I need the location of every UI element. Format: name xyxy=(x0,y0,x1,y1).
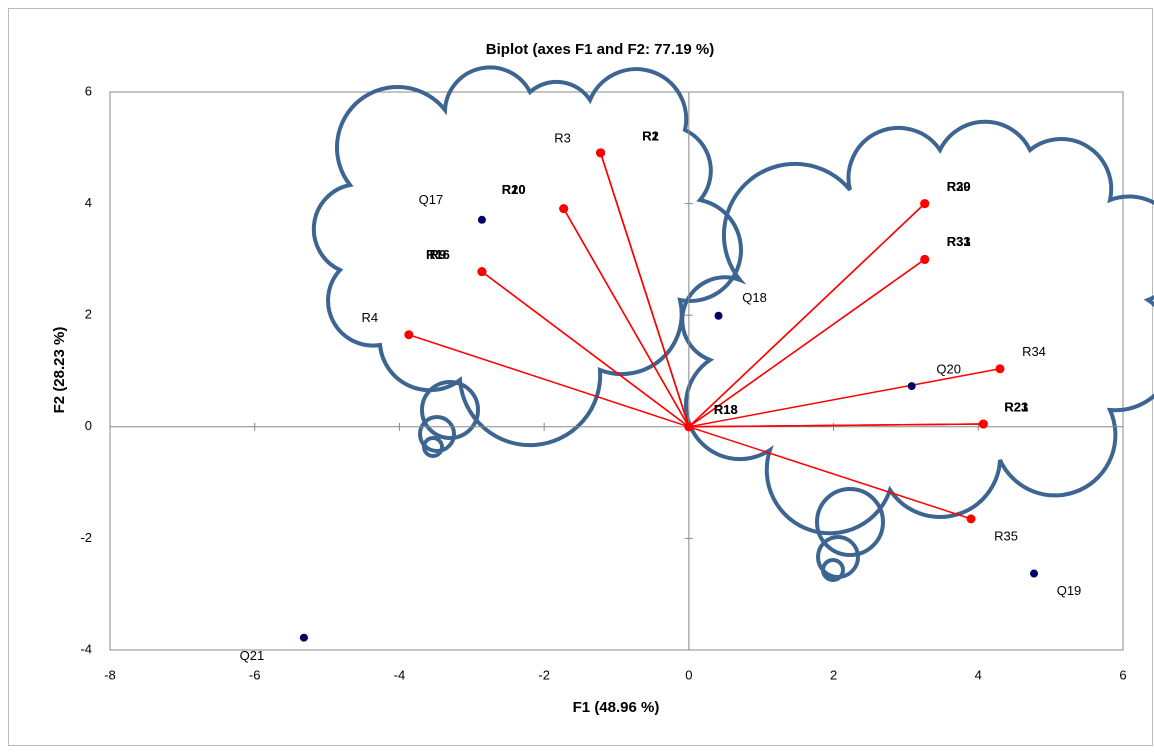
y-tick-label: 6 xyxy=(85,83,92,98)
variable-label: R23 xyxy=(1004,399,1028,414)
observation-point xyxy=(300,634,308,642)
variable-point xyxy=(559,204,568,213)
variable-label: R3 xyxy=(554,130,571,145)
variable-label: R9 xyxy=(430,247,447,262)
variable-point xyxy=(477,267,486,276)
variable-point xyxy=(979,420,988,429)
variable-label: R2 xyxy=(642,128,659,143)
observation-label: Q17 xyxy=(419,192,444,207)
variable-label: R33 xyxy=(947,234,971,249)
x-tick-label: 2 xyxy=(830,667,837,682)
observation-point xyxy=(908,382,916,390)
x-tick-label: 4 xyxy=(975,667,982,682)
chart-title: Biplot (axes F1 and F2: 77.19 %) xyxy=(486,41,714,58)
x-axis-label: F1 (48.96 %) xyxy=(573,699,660,716)
variable-point xyxy=(404,330,413,339)
observation-point xyxy=(478,216,486,224)
x-tick-label: -8 xyxy=(104,667,116,682)
variable-label: R34 xyxy=(1022,344,1046,359)
chart-frame xyxy=(9,9,1153,746)
observation-point xyxy=(715,312,723,320)
x-tick-label: 6 xyxy=(1119,667,1126,682)
y-tick-label: 4 xyxy=(85,195,92,210)
variable-point xyxy=(596,148,605,157)
observation-point xyxy=(1030,570,1038,578)
variable-label: R4 xyxy=(362,310,379,325)
variable-label: R20 xyxy=(502,182,526,197)
observation-label: Q19 xyxy=(1057,583,1082,598)
variable-point xyxy=(967,514,976,523)
x-tick-label: -2 xyxy=(538,667,550,682)
variable-point xyxy=(920,199,929,208)
variable-point xyxy=(684,422,693,431)
y-tick-label: -4 xyxy=(80,641,92,656)
variable-label: R35 xyxy=(994,528,1018,543)
observation-label: Q21 xyxy=(240,648,265,663)
observation-label: Q20 xyxy=(936,362,961,377)
variable-label: R30 xyxy=(947,179,971,194)
y-tick-label: 0 xyxy=(85,418,92,433)
y-tick-label: -2 xyxy=(80,530,92,545)
variable-point xyxy=(995,364,1004,373)
variable-label: R18 xyxy=(714,402,738,417)
observation-label: Q18 xyxy=(742,290,767,305)
y-tick-label: 2 xyxy=(85,307,92,322)
chart: Biplot (axes F1 and F2: 77.19 %) F1 (48.… xyxy=(0,0,1154,747)
x-tick-label: 0 xyxy=(685,667,692,682)
variable-point xyxy=(920,255,929,264)
x-tick-label: -6 xyxy=(249,667,261,682)
x-tick-label: -4 xyxy=(394,667,406,682)
y-axis-label: F2 (28.23 %) xyxy=(51,327,68,414)
